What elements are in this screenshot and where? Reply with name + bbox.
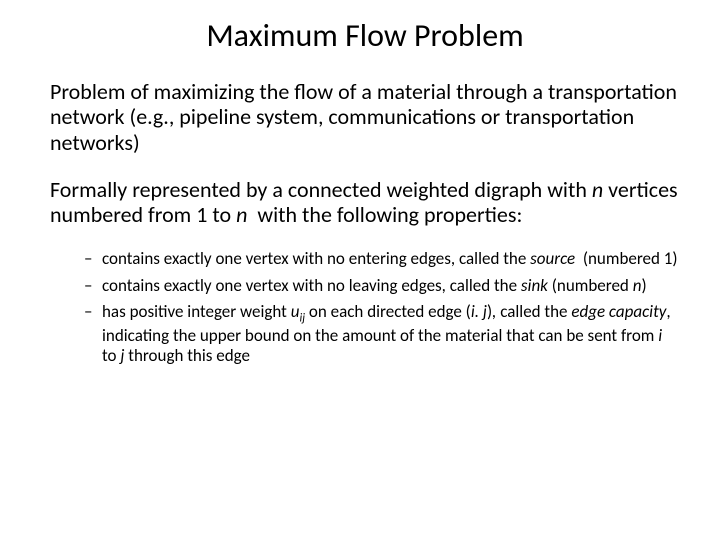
paragraph-formal: Formally represented by a connected weig… [50,177,680,228]
paragraph-intro: Problem of maximizing the flow of a mate… [50,79,680,155]
list-item: has positive integer weight uij on each … [84,302,680,366]
list-item: contains exactly one vertex with no leav… [84,276,680,296]
list-item: contains exactly one vertex with no ente… [84,249,680,269]
slide-title: Maximum Flow Problem [50,16,680,55]
bullet-list: contains exactly one vertex with no ente… [50,249,680,366]
